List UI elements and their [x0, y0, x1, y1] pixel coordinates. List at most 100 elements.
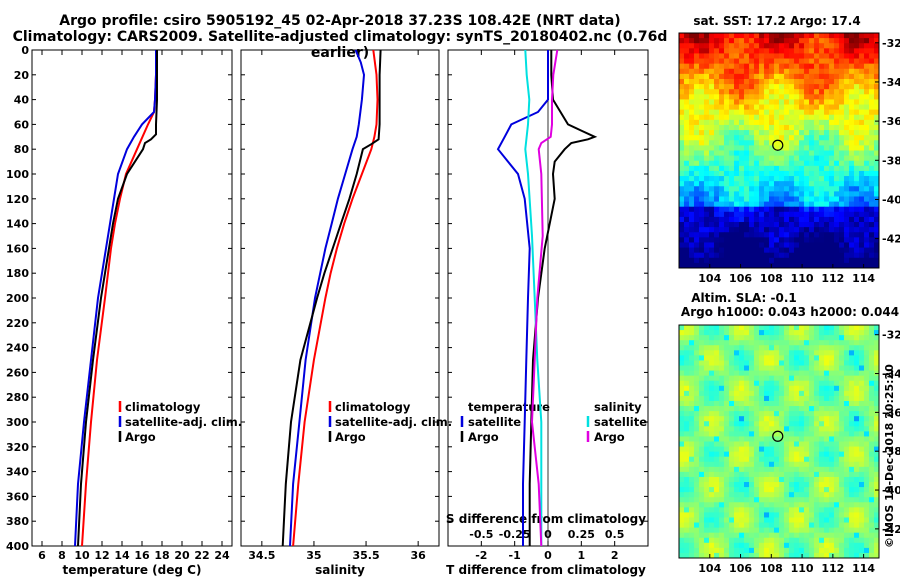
- map-cell: [824, 124, 830, 131]
- map-cell: [714, 165, 720, 172]
- depth-tick-label: 200: [6, 292, 29, 305]
- map-cell: [679, 104, 685, 111]
- map-cell: [809, 416, 815, 422]
- map-cell: [834, 355, 840, 361]
- map-y-tick-label: -32: [882, 37, 900, 50]
- map-cell: [709, 262, 715, 269]
- map-cell: [849, 446, 855, 453]
- map-cell: [794, 165, 800, 172]
- map-cell: [869, 130, 875, 136]
- map-cell: [779, 124, 785, 131]
- map-cell: [799, 431, 805, 437]
- map-cell: [844, 140, 850, 146]
- map-cell: [754, 512, 760, 518]
- map-cell: [714, 471, 720, 478]
- map-cell: [834, 257, 840, 264]
- map-cell: [799, 446, 805, 453]
- map-cell: [874, 104, 880, 111]
- map-cell: [754, 502, 760, 508]
- map-cell: [799, 395, 805, 402]
- x-tick-label: -2: [475, 549, 487, 562]
- map-cell: [724, 330, 730, 336]
- map-cell: [744, 237, 750, 243]
- map-cell: [694, 476, 700, 483]
- map-cell: [689, 446, 695, 453]
- map-cell: [779, 375, 785, 382]
- map-cell: [854, 325, 860, 331]
- map-cell: [874, 360, 880, 367]
- map-cell: [704, 43, 710, 49]
- map-cell: [854, 441, 860, 448]
- map-cell: [724, 78, 730, 85]
- map-cell: [709, 155, 715, 162]
- map-cell: [789, 140, 795, 146]
- map-cell: [869, 552, 875, 559]
- map-cell: [729, 431, 735, 437]
- map-cell: [864, 476, 870, 483]
- map-cell: [724, 380, 730, 387]
- x-tick-label: 6: [38, 549, 46, 562]
- map-cell: [764, 340, 770, 346]
- map-cell: [784, 222, 790, 228]
- map-cell: [834, 201, 840, 208]
- map-cell: [789, 416, 795, 422]
- map-cell: [789, 201, 795, 208]
- map-cell: [864, 150, 870, 157]
- map-cell: [784, 262, 790, 269]
- map-cell: [779, 53, 785, 60]
- map-cell: [869, 165, 875, 172]
- map-cell: [724, 451, 730, 458]
- map-cell: [804, 114, 810, 121]
- map-cell: [684, 406, 690, 412]
- map-cell: [849, 466, 855, 473]
- map-cell: [729, 451, 735, 458]
- map-cell: [784, 517, 790, 524]
- map-cell: [819, 512, 825, 518]
- map-cell: [844, 537, 850, 544]
- map-cell: [704, 537, 710, 544]
- map-cell: [839, 542, 845, 549]
- map-cell: [799, 360, 805, 367]
- map-cell: [719, 58, 725, 65]
- map-cell: [724, 201, 730, 208]
- map-cell: [854, 360, 860, 367]
- map-cell: [834, 552, 840, 559]
- map-cell: [734, 237, 740, 243]
- map-cell: [864, 211, 870, 218]
- map-cell: [829, 406, 835, 412]
- map-cell: [844, 124, 850, 131]
- map-cell: [814, 150, 820, 157]
- map-cell: [824, 191, 830, 197]
- map-cell: [689, 135, 695, 141]
- map-cell: [819, 170, 825, 177]
- map-cell: [849, 431, 855, 437]
- map-cell: [744, 191, 750, 197]
- map-cell: [814, 257, 820, 264]
- map-cell: [864, 385, 870, 392]
- map-cell: [834, 375, 840, 382]
- map-cell: [729, 380, 735, 387]
- map-cell: [734, 130, 740, 136]
- map-cell: [744, 232, 750, 238]
- map-cell: [814, 552, 820, 559]
- map-cell: [864, 206, 870, 213]
- map-cell: [744, 135, 750, 141]
- map-cell: [779, 461, 785, 468]
- map-cell: [704, 104, 710, 111]
- map-cell: [854, 476, 860, 483]
- map-cell: [724, 431, 730, 437]
- map-cell: [769, 89, 775, 95]
- map-cell: [734, 482, 740, 488]
- map-cell: [759, 242, 765, 249]
- map-cell: [789, 227, 795, 233]
- map-cell: [819, 335, 825, 341]
- map-cell: [774, 527, 780, 534]
- map-cell: [724, 547, 730, 554]
- map-cell: [684, 537, 690, 544]
- map-cell: [754, 227, 760, 233]
- map-cell: [854, 416, 860, 422]
- map-cell: [819, 497, 825, 503]
- map-cell: [764, 527, 770, 534]
- map-cell: [839, 532, 845, 539]
- map-cell: [869, 58, 875, 65]
